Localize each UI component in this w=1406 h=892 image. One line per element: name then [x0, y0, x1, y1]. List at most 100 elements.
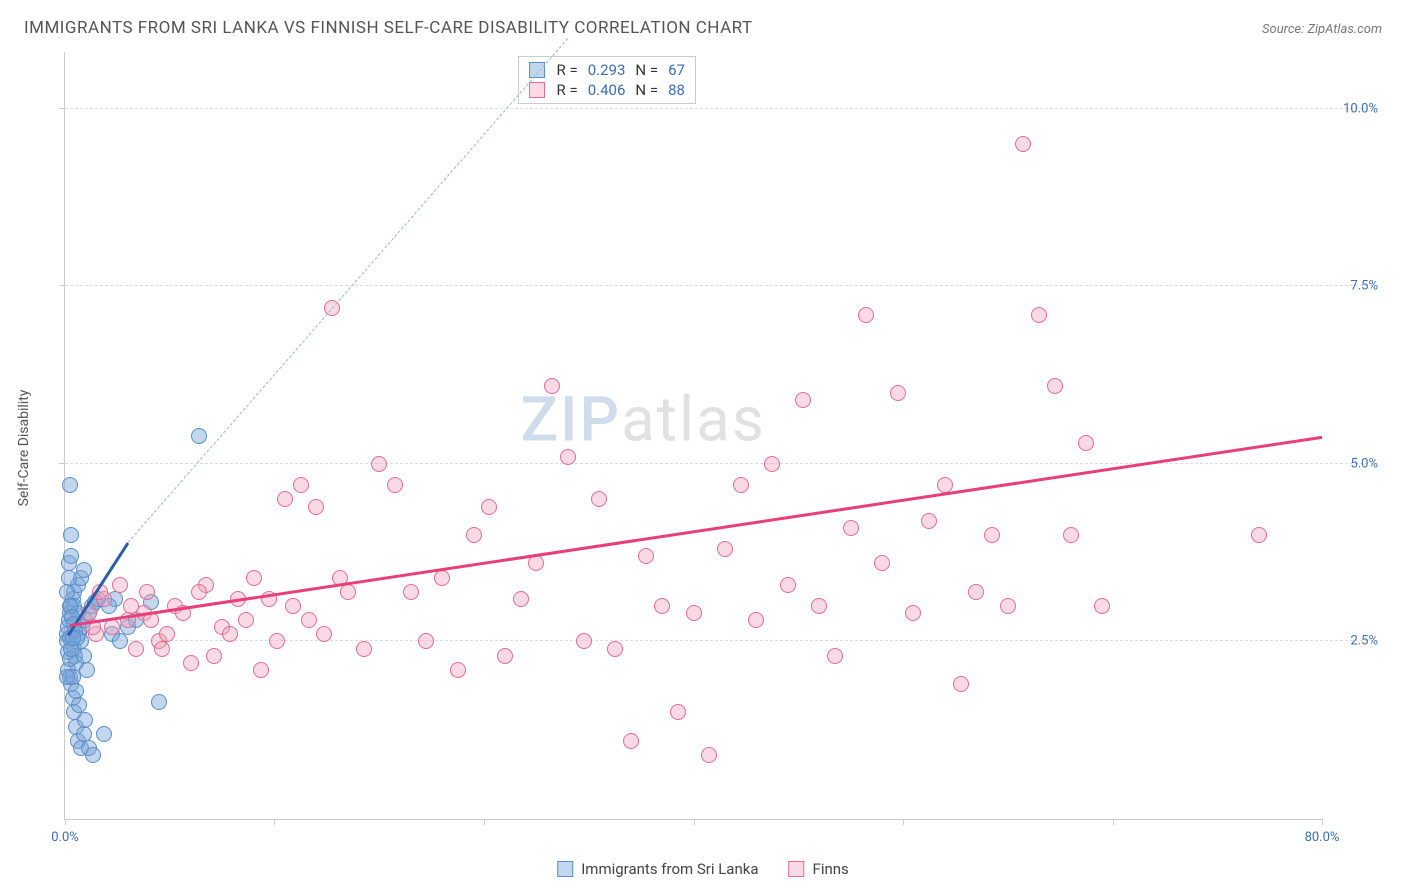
x-tick [694, 819, 695, 825]
n-value-srilanka: 67 [668, 61, 685, 79]
data-point-finns [607, 641, 623, 657]
data-point-finns [403, 584, 419, 600]
source-attribution: Source: ZipAtlas.com [1262, 22, 1382, 37]
data-point-finns [780, 577, 796, 593]
r-label-1: R = [557, 81, 578, 99]
data-point-finns [638, 548, 654, 564]
data-point-finns [1015, 136, 1031, 152]
data-point-finns [183, 655, 199, 671]
y-tick [59, 463, 65, 464]
data-point-finns [1094, 598, 1110, 614]
data-point-finns [905, 605, 921, 621]
data-point-finns [356, 641, 372, 657]
data-point-finns [450, 662, 466, 678]
y-tick-label: 2.5% [1328, 634, 1378, 649]
x-tick [274, 819, 275, 825]
y-tick-label: 10.0% [1328, 101, 1378, 116]
data-point-finns [481, 499, 497, 515]
legend-label-finns: Finns [813, 860, 849, 878]
watermark-atlas: atlas [621, 384, 766, 457]
data-point-sri_lanka [59, 669, 75, 685]
data-point-sri_lanka [76, 562, 92, 578]
data-point-finns [1047, 378, 1063, 394]
data-point-finns [984, 527, 1000, 543]
data-point-finns [528, 555, 544, 571]
data-point-finns [293, 477, 309, 493]
data-point-finns [874, 555, 890, 571]
legend-item-finns: Finns [789, 860, 849, 878]
data-point-finns [206, 648, 222, 664]
data-point-finns [686, 605, 702, 621]
data-point-finns [418, 633, 434, 649]
data-point-finns [387, 477, 403, 493]
data-point-finns [623, 733, 639, 749]
data-point-finns [1063, 527, 1079, 543]
x-tick-label: 80.0% [1305, 830, 1340, 845]
watermark: ZIPatlas [521, 384, 766, 457]
data-point-finns [497, 648, 513, 664]
source-label: Source: [1262, 22, 1307, 37]
data-point-finns [340, 584, 356, 600]
data-point-finns [953, 676, 969, 692]
data-point-sri_lanka [71, 697, 87, 713]
r-value-srilanka: 0.293 [588, 61, 626, 79]
data-point-finns [285, 598, 301, 614]
data-point-finns [560, 449, 576, 465]
gridline [65, 463, 1378, 464]
y-tick-label: 7.5% [1328, 279, 1378, 294]
data-point-sri_lanka [63, 548, 79, 564]
legend-swatch-srilanka [557, 861, 573, 877]
data-point-finns [733, 477, 749, 493]
data-point-finns [591, 491, 607, 507]
data-point-finns [246, 570, 262, 586]
data-point-finns [466, 527, 482, 543]
n-label-1: N = [635, 81, 658, 99]
data-point-finns [513, 591, 529, 607]
data-point-finns [670, 704, 686, 720]
data-point-finns [277, 491, 293, 507]
data-point-finns [371, 456, 387, 472]
trend-line-extrapolated [127, 38, 568, 543]
data-point-sri_lanka [85, 747, 101, 763]
y-axis-label: Self-Care Disability [16, 390, 32, 507]
data-point-finns [308, 499, 324, 515]
data-point-finns [1000, 598, 1016, 614]
data-point-finns [112, 577, 128, 593]
r-label-0: R = [557, 61, 578, 79]
data-point-sri_lanka [79, 662, 95, 678]
chart-title: IMMIGRANTS FROM SRI LANKA VS FINNISH SEL… [24, 18, 753, 38]
stats-swatch-srilanka [529, 62, 545, 78]
chart-area: Self-Care Disability ZIPatlas R = 0.293 … [36, 52, 1382, 844]
legend-item-srilanka: Immigrants from Sri Lanka [557, 860, 758, 878]
chart-header: IMMIGRANTS FROM SRI LANKA VS FINNISH SEL… [0, 0, 1406, 48]
data-point-finns [921, 513, 937, 529]
gridline [65, 640, 1378, 641]
x-tick [65, 819, 66, 825]
data-point-finns [154, 641, 170, 657]
legend-label-srilanka: Immigrants from Sri Lanka [581, 860, 758, 878]
data-point-finns [748, 612, 764, 628]
data-point-finns [968, 584, 984, 600]
r-value-finns: 0.406 [588, 81, 626, 99]
data-point-finns [654, 598, 670, 614]
data-point-sri_lanka [77, 712, 93, 728]
watermark-zip: ZIP [521, 384, 622, 457]
data-point-sri_lanka [112, 633, 128, 649]
y-tick [59, 285, 65, 286]
data-point-finns [104, 619, 120, 635]
data-point-finns [890, 385, 906, 401]
legend-swatch-finns [789, 861, 805, 877]
y-tick-label: 5.0% [1328, 456, 1378, 471]
data-point-finns [717, 541, 733, 557]
data-point-finns [1078, 435, 1094, 451]
data-point-sri_lanka [191, 428, 207, 444]
data-point-sri_lanka [61, 570, 77, 586]
data-point-sri_lanka [62, 477, 78, 493]
data-point-finns [843, 520, 859, 536]
y-tick [59, 108, 65, 109]
data-point-finns [316, 626, 332, 642]
data-point-finns [253, 662, 269, 678]
data-point-finns [764, 456, 780, 472]
x-tick [1113, 819, 1114, 825]
stats-swatch-finns [529, 82, 545, 98]
